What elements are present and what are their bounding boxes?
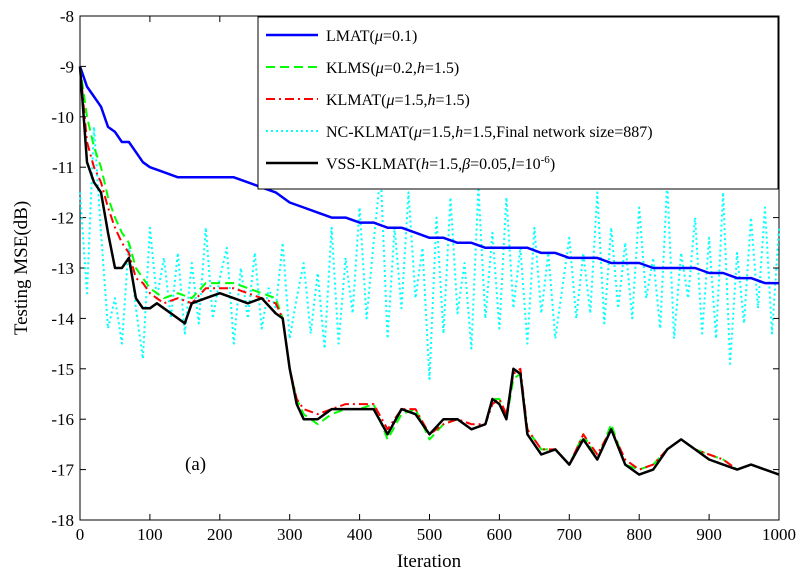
legend-box [257,16,779,190]
legend-label: NC-KLMAT(μ=1.5,h=1.5,Final network size=… [326,124,653,141]
x-tick-label: 400 [347,525,373,544]
x-tick-label: 100 [137,525,163,544]
x-tick-label: 300 [277,525,303,544]
series-line [79,66,780,476]
y-tick-label: -17 [51,461,74,480]
y-tick-label: -18 [51,511,74,530]
series-line [79,125,780,380]
x-tick-label: 800 [626,525,652,544]
legend-label: KLMAT(μ=1.5,h=1.5) [326,92,470,109]
legend-label: VSS-KLMAT(h=1.5,β=0.05,l=10-6) [326,154,555,173]
y-tick-label: -12 [51,209,74,228]
y-tick-label: -8 [60,7,74,26]
legend: LMAT(μ=0.1) KLMS(μ=0.2,h=1.5) KLMAT(μ=1.5,… [257,16,779,190]
x-tick-label: 0 [76,525,85,544]
series-line [78,65,779,285]
y-tick-label: -10 [51,108,74,127]
y-tick-label: -14 [51,309,74,328]
x-tick-label: 700 [557,525,583,544]
y-axis-title: Testing MSE(dB) [11,201,32,335]
legend-label: KLMS(μ=0.2,h=1.5) [326,60,459,77]
x-tick-label: 600 [487,525,513,544]
y-tick-label: -16 [51,410,74,429]
x-axis-title: Iteration [397,551,462,572]
legend-label: LMAT(μ=0.1) [326,28,417,45]
x-tick-label: 200 [207,525,233,544]
y-tick-label: -13 [51,259,74,278]
x-tick-label: 500 [417,525,443,544]
y-tick-label: -9 [60,57,74,76]
x-tick-label: 1000 [762,525,796,544]
y-tick-label: -15 [51,360,74,379]
y-tick-label: -11 [52,158,74,177]
x-tick-label: 900 [696,525,722,544]
axis-ticks: 0 100 200 300 400 500 600 700 800 900 1000 -8 -9 -10 -… [51,7,796,544]
series-layer [78,65,780,476]
series-line [78,66,780,476]
annotation-label: (a) [185,454,206,475]
